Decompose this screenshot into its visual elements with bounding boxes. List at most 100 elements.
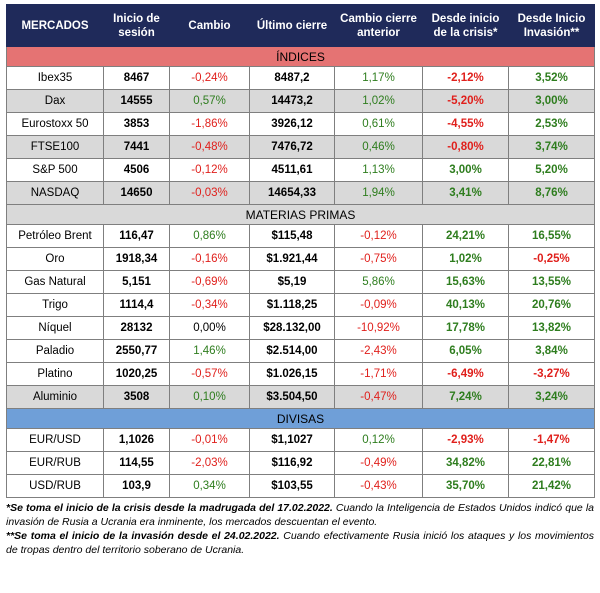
footnote-invasion-text: Cuando efectivamente Rusia inició los at…	[6, 530, 594, 556]
cell-prev: 1,17%	[334, 66, 423, 90]
cell-last: 14473,2	[249, 89, 335, 113]
cell-name: NASDAQ	[6, 181, 104, 205]
footnote-crisis: *Se toma el inicio de la crisis desde la…	[6, 501, 594, 529]
cell-name: S&P 500	[6, 158, 104, 182]
cell-crisis: 7,24%	[422, 385, 509, 409]
cell-crisis: -5,20%	[422, 89, 509, 113]
cell-name: Níquel	[6, 316, 104, 340]
cell-last: $28.132,00	[249, 316, 335, 340]
cell-crisis: -6,49%	[422, 362, 509, 386]
cell-invasion: 2,53%	[508, 112, 595, 136]
cell-open: 2550,77	[103, 339, 170, 363]
cell-crisis: 1,02%	[422, 247, 509, 271]
table-row: Ibex35 8467 -0,24% 8487,2 1,17% -2,12% 3,52%	[6, 66, 595, 90]
table-row: Trigo 1114,4 -0,34% $1.118,25 -0,09% 40,13% 20…	[6, 293, 595, 317]
cell-prev: -2,43%	[334, 339, 423, 363]
table-row: EUR/USD 1,1026 -0,01% $1,1027 0,12% -2,93% -1,…	[6, 428, 595, 452]
cell-invasion: 16,55%	[508, 224, 595, 248]
cell-open: 1,1026	[103, 428, 170, 452]
cell-change: 0,57%	[169, 89, 250, 113]
cell-change: -2,03%	[169, 451, 250, 475]
cell-change: 0,86%	[169, 224, 250, 248]
section-indices-row: ÍNDICES	[6, 46, 595, 67]
section-divisas-row: DIVISAS	[6, 408, 595, 429]
cell-open: 3508	[103, 385, 170, 409]
cell-name: EUR/RUB	[6, 451, 104, 475]
cell-change: -0,12%	[169, 158, 250, 182]
cell-prev: 1,13%	[334, 158, 423, 182]
cell-crisis: -2,93%	[422, 428, 509, 452]
table-row: S&P 500 4506 -0,12% 4511,61 1,13% 3,00% 5,20%	[6, 158, 595, 182]
cell-change: -0,16%	[169, 247, 250, 271]
cell-change: 0,00%	[169, 316, 250, 340]
cell-change: 1,46%	[169, 339, 250, 363]
cell-invasion: 3,24%	[508, 385, 595, 409]
cell-prev: -0,47%	[334, 385, 423, 409]
cell-name: USD/RUB	[6, 474, 104, 498]
markets-table: MERCADOS Inicio de sesión Cambio Último …	[6, 4, 595, 498]
cell-last: 7476,72	[249, 135, 335, 159]
cell-name: Eurostoxx 50	[6, 112, 104, 136]
cell-change: -0,01%	[169, 428, 250, 452]
cell-open: 114,55	[103, 451, 170, 475]
cell-name: Dax	[6, 89, 104, 113]
cell-invasion: 13,55%	[508, 270, 595, 294]
table-row: Platino 1020,25 -0,57% $1.026,15 -1,71% -6,49…	[6, 362, 595, 386]
table-row: Dax 14555 0,57% 14473,2 1,02% -5,20% 3,00%	[6, 89, 595, 113]
cell-crisis: 17,78%	[422, 316, 509, 340]
cell-prev: -0,75%	[334, 247, 423, 271]
cell-last: $1,1027	[249, 428, 335, 452]
cell-crisis: 35,70%	[422, 474, 509, 498]
cell-name: FTSE100	[6, 135, 104, 159]
footnote-invasion: **Se toma el inicio de la invasión desde…	[6, 529, 594, 557]
cell-invasion: 3,84%	[508, 339, 595, 363]
cell-open: 28132	[103, 316, 170, 340]
section-title: DIVISAS	[6, 408, 595, 429]
col-header-invasion: Desde Inicio Invasión**	[508, 4, 595, 47]
cell-last: $3.504,50	[249, 385, 335, 409]
col-header-last: Último cierre	[249, 4, 335, 47]
table-row: EUR/RUB 114,55 -2,03% $116,92 -0,49% 34,82% 22…	[6, 451, 595, 475]
cell-prev: -0,43%	[334, 474, 423, 498]
section-materias-primas-row: MATERIAS PRIMAS	[6, 204, 595, 225]
col-header-mercados: MERCADOS	[6, 4, 104, 47]
cell-last: $1.026,15	[249, 362, 335, 386]
cell-invasion: 22,81%	[508, 451, 595, 475]
cell-crisis: 6,05%	[422, 339, 509, 363]
cell-open: 3853	[103, 112, 170, 136]
cell-last: $115,48	[249, 224, 335, 248]
cell-prev: -10,92%	[334, 316, 423, 340]
cell-invasion: 8,76%	[508, 181, 595, 205]
table-row: NASDAQ 14650 -0,03% 14654,33 1,94% 3,41% 8,76%	[6, 181, 595, 205]
cell-last: $116,92	[249, 451, 335, 475]
cell-crisis: 34,82%	[422, 451, 509, 475]
cell-crisis: -0,80%	[422, 135, 509, 159]
cell-change: -0,48%	[169, 135, 250, 159]
cell-change: -0,57%	[169, 362, 250, 386]
cell-prev: 1,94%	[334, 181, 423, 205]
footnote-invasion-bold: **Se toma el inicio de la invasión desde…	[6, 530, 280, 542]
table-row: USD/RUB 103,9 0,34% $103,55 -0,43% 35,70% 21,4…	[6, 474, 595, 498]
footnotes: *Se toma el inicio de la crisis desde la…	[6, 501, 594, 557]
cell-change: -0,34%	[169, 293, 250, 317]
cell-open: 5,151	[103, 270, 170, 294]
table-row: Oro 1918,34 -0,16% $1.921,44 -0,75% 1,02% -0,2…	[6, 247, 595, 271]
cell-change: -1,86%	[169, 112, 250, 136]
cell-open: 1114,4	[103, 293, 170, 317]
cell-invasion: 3,74%	[508, 135, 595, 159]
cell-last: $5,19	[249, 270, 335, 294]
table-row: Níquel 28132 0,00% $28.132,00 -10,92% 17,78% 1…	[6, 316, 595, 340]
table-row: FTSE100 7441 -0,48% 7476,72 0,46% -0,80% 3,74%	[6, 135, 595, 159]
cell-crisis: 40,13%	[422, 293, 509, 317]
cell-last: 8487,2	[249, 66, 335, 90]
cell-change: -0,24%	[169, 66, 250, 90]
cell-name: Platino	[6, 362, 104, 386]
cell-last: 3926,12	[249, 112, 335, 136]
cell-invasion: 21,42%	[508, 474, 595, 498]
cell-name: Trigo	[6, 293, 104, 317]
footnote-crisis-text: Cuando la Inteligencia de Estados Unidos…	[6, 502, 594, 528]
cell-open: 4506	[103, 158, 170, 182]
cell-invasion: 13,82%	[508, 316, 595, 340]
cell-prev: 0,46%	[334, 135, 423, 159]
col-header-open: Inicio de sesión	[103, 4, 170, 47]
